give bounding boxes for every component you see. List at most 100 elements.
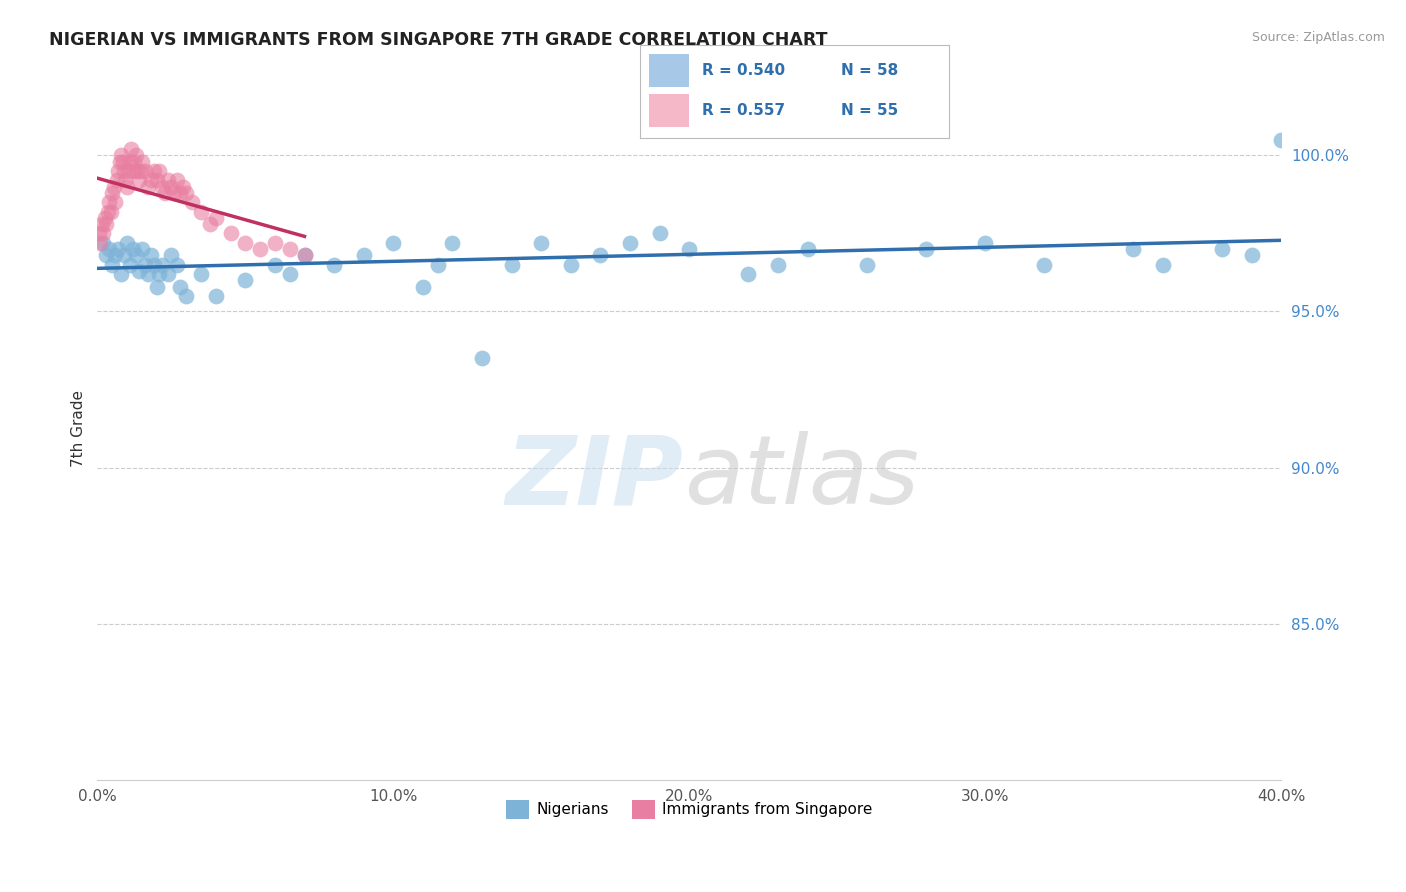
Text: N = 55: N = 55 — [841, 103, 898, 118]
Point — [97, 204, 120, 219]
FancyBboxPatch shape — [650, 54, 689, 87]
Point — [118, 154, 141, 169]
Point — [112, 164, 135, 178]
Point — [198, 217, 221, 231]
Point — [382, 235, 405, 250]
Point — [1211, 242, 1233, 256]
Point — [94, 211, 117, 225]
Point — [131, 242, 153, 256]
Point — [160, 248, 183, 262]
Point — [441, 235, 464, 250]
Point — [169, 186, 191, 200]
Point — [166, 258, 188, 272]
Point — [249, 242, 271, 256]
Point — [560, 258, 582, 272]
Text: ZIP: ZIP — [506, 431, 683, 524]
Point — [278, 267, 301, 281]
Point — [96, 217, 118, 231]
Point — [501, 258, 523, 272]
Point — [181, 195, 204, 210]
Point — [766, 258, 789, 272]
Point — [136, 179, 159, 194]
Point — [134, 164, 156, 178]
Point — [233, 235, 256, 250]
Point — [104, 248, 127, 262]
Point — [136, 267, 159, 281]
Point — [1122, 242, 1144, 256]
Point — [190, 267, 212, 281]
Point — [110, 267, 132, 281]
Point — [110, 148, 132, 162]
Point — [124, 154, 146, 169]
Point — [107, 242, 129, 256]
Point — [121, 242, 143, 256]
Point — [127, 164, 149, 178]
Point — [125, 148, 148, 162]
Point — [142, 258, 165, 272]
Point — [204, 289, 226, 303]
Point — [323, 258, 346, 272]
Point — [294, 248, 316, 262]
Point — [139, 173, 162, 187]
Point — [190, 204, 212, 219]
Point — [107, 164, 129, 178]
Point — [121, 164, 143, 178]
Point — [1240, 248, 1263, 262]
Point — [98, 242, 121, 256]
Point — [152, 179, 174, 194]
Point — [619, 235, 641, 250]
Text: N = 58: N = 58 — [841, 62, 898, 78]
Point — [145, 173, 167, 187]
Point — [91, 227, 114, 241]
Legend: Nigerians, Immigrants from Singapore: Nigerians, Immigrants from Singapore — [499, 794, 879, 824]
Point — [89, 235, 111, 250]
Point — [589, 248, 612, 262]
Point — [737, 267, 759, 281]
Point — [145, 279, 167, 293]
Point — [1033, 258, 1056, 272]
Point — [219, 227, 242, 241]
Point — [87, 227, 110, 241]
Text: atlas: atlas — [685, 431, 920, 524]
Point — [148, 164, 170, 178]
FancyBboxPatch shape — [650, 95, 689, 127]
Point — [125, 248, 148, 262]
Point — [128, 173, 150, 187]
Point — [152, 258, 174, 272]
Point — [353, 248, 375, 262]
Point — [678, 242, 700, 256]
Point — [139, 248, 162, 262]
Text: R = 0.540: R = 0.540 — [702, 62, 785, 78]
Point — [148, 267, 170, 281]
Point — [471, 351, 494, 366]
Point — [108, 154, 131, 169]
Point — [172, 179, 194, 194]
Text: Source: ZipAtlas.com: Source: ZipAtlas.com — [1251, 31, 1385, 45]
Point — [264, 235, 287, 250]
Point — [1270, 133, 1292, 147]
Point — [157, 173, 180, 187]
Point — [118, 258, 141, 272]
Point — [131, 154, 153, 169]
Point — [648, 227, 671, 241]
Point — [160, 179, 183, 194]
Point — [264, 258, 287, 272]
Point — [129, 164, 152, 178]
Point — [111, 154, 134, 169]
Point — [855, 258, 877, 272]
Point — [157, 267, 180, 281]
Point — [128, 264, 150, 278]
Point — [426, 258, 449, 272]
Point — [163, 186, 186, 200]
Point — [98, 195, 121, 210]
Point — [90, 217, 112, 231]
Text: R = 0.557: R = 0.557 — [702, 103, 785, 118]
Point — [142, 164, 165, 178]
Point — [174, 186, 197, 200]
Point — [233, 273, 256, 287]
Point — [166, 173, 188, 187]
Point — [796, 242, 818, 256]
Point — [105, 173, 128, 187]
Point — [115, 235, 138, 250]
Point — [174, 289, 197, 303]
